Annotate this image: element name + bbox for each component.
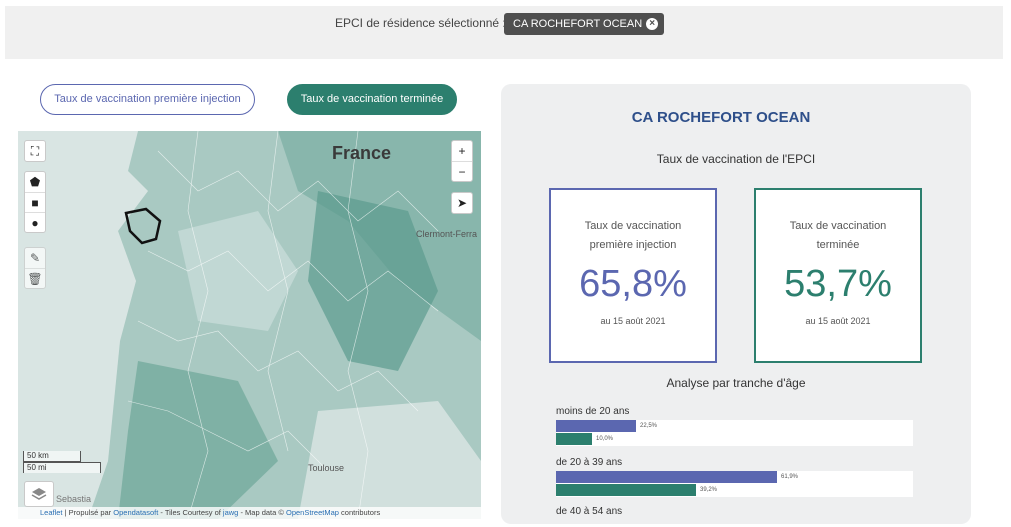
age-row: moins de 20 ans 22,5% 10,0% — [556, 406, 916, 446]
bar-value: 10,0% — [596, 436, 614, 442]
map-city-label: Clermont-Ferra — [416, 229, 478, 239]
scale-km: 50 km — [23, 451, 81, 462]
epci-detail-panel: CA ROCHEFORT OCEAN Taux de vaccination d… — [501, 84, 971, 524]
attribution-text: - Tiles Courtesy of — [158, 508, 223, 517]
kpi-completed: Taux de vaccination terminée 53,7% au 15… — [754, 188, 922, 363]
kpi-value: 65,8% — [579, 263, 687, 305]
kpi-label: Taux de vaccination terminée — [789, 220, 887, 251]
kpi-value: 53,7% — [784, 263, 892, 305]
minus-icon[interactable]: − — [452, 161, 472, 181]
layers-icon[interactable] — [24, 481, 54, 507]
scale-mi: 50 mi — [23, 462, 101, 473]
bar-value: 61,9% — [781, 474, 799, 480]
bar-first-injection: 22,5% — [556, 420, 657, 432]
bar-first-injection: 61,9% — [556, 471, 798, 483]
bar-value: 39,2% — [700, 487, 718, 493]
age-group-label: moins de 20 ans — [556, 406, 630, 417]
map-scale: 50 km 50 mi — [23, 451, 101, 473]
attribution-text: - Map data © — [238, 508, 286, 517]
map-city-label: Sebastia — [56, 494, 92, 504]
age-bar-track: 61,9% 39,2% — [556, 471, 913, 497]
filter-bar: EPCI de résidence sélectionné : CA ROCHE… — [5, 6, 1003, 59]
edit-toolbar: ✎ 🗑 — [24, 247, 46, 289]
age-row: de 40 à 54 ans — [556, 506, 916, 520]
age-group-label: de 20 à 39 ans — [556, 457, 623, 468]
edit-icon[interactable]: ✎ — [29, 251, 41, 265]
leaflet-link[interactable]: Leaflet — [40, 508, 63, 517]
polygon-icon[interactable]: ⬟ — [29, 175, 41, 189]
osm-link[interactable]: OpenStreetMap — [286, 508, 339, 517]
selected-epci-label: CA ROCHEFORT OCEAN — [513, 18, 643, 30]
bar-completed: 10,0% — [556, 433, 613, 445]
filter-label: EPCI de résidence sélectionné : — [335, 16, 506, 30]
attribution-text: | Propulsé par — [62, 508, 114, 517]
kpi-date: au 15 août 2021 — [600, 316, 666, 326]
opendatasoft-link[interactable]: Opendatasoft — [113, 508, 159, 517]
trash-icon[interactable]: 🗑 — [25, 268, 45, 288]
kpi-first-injection: Taux de vaccination première injection 6… — [549, 188, 717, 363]
fullscreen-control: ⛶ — [24, 140, 46, 162]
zoom-control: + − — [451, 140, 473, 182]
map-base — [18, 131, 481, 519]
fullscreen-icon[interactable]: ⛶ — [30, 143, 40, 158]
kpi-date: au 15 août 2021 — [805, 316, 871, 326]
selected-epci-chip[interactable]: CA ROCHEFORT OCEAN × — [504, 13, 665, 35]
kpi-label: Taux de vaccination première injection — [584, 220, 682, 251]
map-city-label: Toulouse — [308, 463, 345, 473]
attribution-text: contributors — [338, 508, 381, 517]
age-section-title: Analyse par tranche d'âge — [666, 376, 806, 390]
tab-first-injection[interactable]: Taux de vaccination première injection — [40, 84, 255, 115]
circle-icon[interactable]: ● — [25, 212, 45, 232]
rectangle-icon[interactable]: ■ — [25, 192, 45, 212]
panel-subtitle: Taux de vaccination de l'EPCI — [656, 152, 816, 166]
tab-completed-vaccination[interactable]: Taux de vaccination terminée — [287, 84, 457, 115]
draw-toolbar: ⬟ ■ ● — [24, 171, 46, 233]
choropleth-map[interactable]: France Clermont-Ferra Toulouse Sebastia … — [18, 131, 481, 519]
plus-icon[interactable]: + — [458, 144, 466, 158]
map-attribution: Leaflet | Propulsé par Opendatasoft - Ti… — [18, 507, 481, 519]
bar-value: 22,5% — [640, 423, 658, 429]
jawg-link[interactable]: jawg — [222, 508, 239, 517]
map-country-label: France — [332, 143, 392, 163]
age-group-label: de 40 à 54 ans — [556, 506, 623, 517]
age-row: de 20 à 39 ans 61,9% 39,2% — [556, 457, 916, 497]
age-bar-track: 22,5% 10,0% — [556, 420, 913, 446]
locate-arrow-icon[interactable]: ➤ — [456, 196, 468, 210]
bar-completed: 39,2% — [556, 484, 717, 496]
remove-filter-icon[interactable]: × — [646, 18, 659, 30]
panel-title: CA ROCHEFORT OCEAN — [631, 109, 811, 126]
locate-control: ➤ — [451, 192, 473, 214]
